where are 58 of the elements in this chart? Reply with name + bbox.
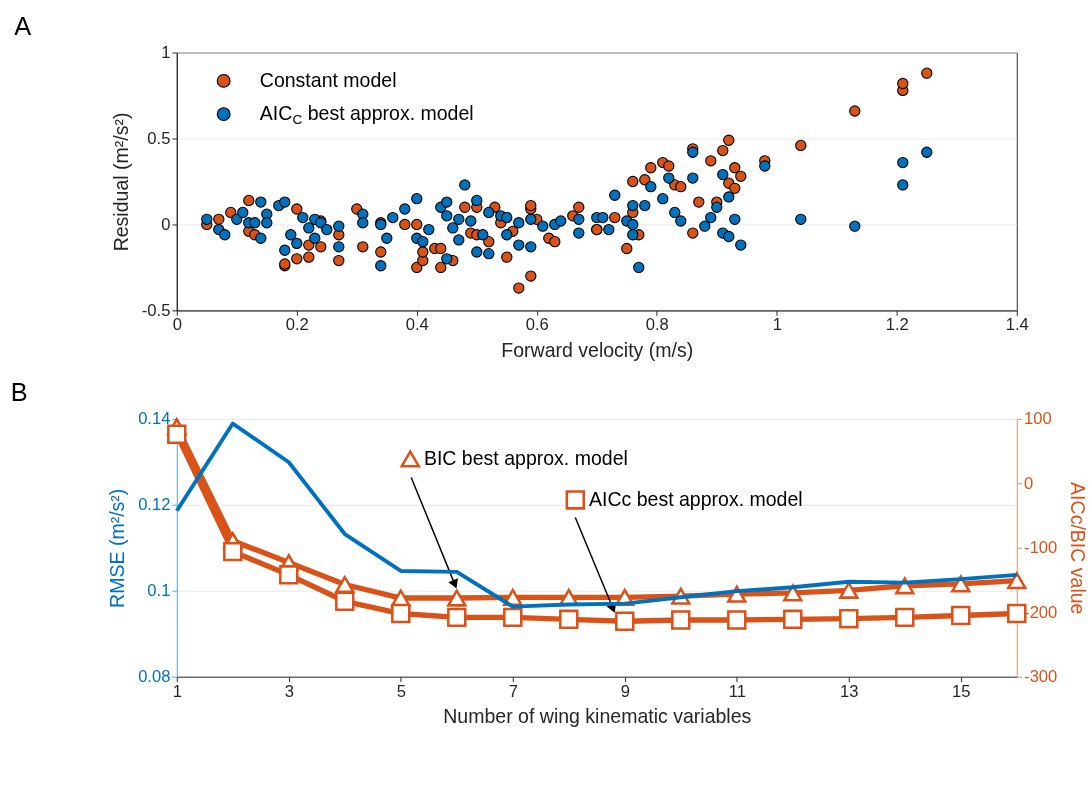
y-tick-label: 0 bbox=[161, 214, 171, 234]
x-tick-label: 1.2 bbox=[885, 315, 909, 335]
x-tick-label: 0.6 bbox=[525, 315, 549, 335]
point bbox=[1007, 603, 1027, 624]
x-tick-label: 15 bbox=[952, 681, 971, 701]
y-tick-label: 0.12 bbox=[138, 495, 171, 515]
point bbox=[335, 575, 355, 594]
x-tick-label: 13 bbox=[840, 681, 859, 701]
y2-tick-label: 100 bbox=[1024, 409, 1052, 429]
x-tick-label: 0.4 bbox=[405, 315, 429, 335]
point bbox=[559, 609, 579, 630]
x-tick-label: 1 bbox=[772, 315, 782, 335]
y-tick-label: 0.08 bbox=[138, 667, 171, 687]
x-tick-label: 7 bbox=[508, 681, 518, 701]
y-tick-label: 0.14 bbox=[138, 409, 171, 429]
chart-title: B bbox=[10, 378, 28, 407]
y-tick-label: 0.1 bbox=[147, 581, 171, 601]
y2-tick-label: -200 bbox=[1024, 602, 1058, 622]
legend-label: BIC best approx. model bbox=[423, 446, 628, 469]
y-axis-title: Residual (m²/s²) bbox=[110, 112, 133, 252]
point bbox=[783, 584, 803, 602]
point bbox=[895, 607, 915, 628]
x-tick-label: 11 bbox=[728, 681, 746, 701]
point bbox=[671, 610, 691, 630]
y-tick-label: -0.5 bbox=[141, 300, 171, 320]
point bbox=[223, 541, 243, 562]
point bbox=[783, 609, 803, 630]
point bbox=[615, 611, 635, 631]
point bbox=[335, 591, 355, 611]
x-axis-title: Forward velocity (m/s) bbox=[501, 338, 694, 361]
point bbox=[1007, 572, 1027, 590]
point bbox=[447, 589, 467, 607]
y2-tick-label: -300 bbox=[1024, 667, 1058, 687]
point bbox=[167, 424, 187, 445]
point bbox=[279, 565, 299, 585]
x-axis-title: Number of wing kinematic variables bbox=[443, 705, 752, 728]
x-tick-label: 5 bbox=[396, 681, 406, 701]
point bbox=[447, 607, 467, 628]
legend-label: AICc best approx. model bbox=[588, 487, 803, 510]
x-tick-label: 0.8 bbox=[645, 315, 669, 335]
chart-title: A bbox=[14, 11, 32, 40]
y-tick-label: 1 bbox=[161, 42, 171, 62]
point bbox=[503, 607, 523, 628]
x-tick-label: 3 bbox=[284, 681, 294, 701]
point bbox=[727, 610, 747, 630]
point bbox=[391, 603, 411, 624]
y2-tick-label: -100 bbox=[1024, 538, 1058, 558]
x-tick-label: 1.4 bbox=[1005, 315, 1029, 335]
legend-label: Constant model bbox=[259, 68, 397, 91]
y2-tick-label: 0 bbox=[1024, 473, 1034, 493]
x-tick-label: 0.2 bbox=[285, 315, 309, 335]
point bbox=[839, 608, 859, 629]
point bbox=[839, 581, 859, 599]
y-tick-label: 0.5 bbox=[147, 128, 171, 148]
point bbox=[951, 605, 971, 626]
y2-axis-title: AICc/BIC value bbox=[1067, 482, 1090, 615]
y-axis-title: RMSE (m²/s²) bbox=[106, 488, 129, 608]
x-tick-label: 9 bbox=[620, 681, 630, 701]
